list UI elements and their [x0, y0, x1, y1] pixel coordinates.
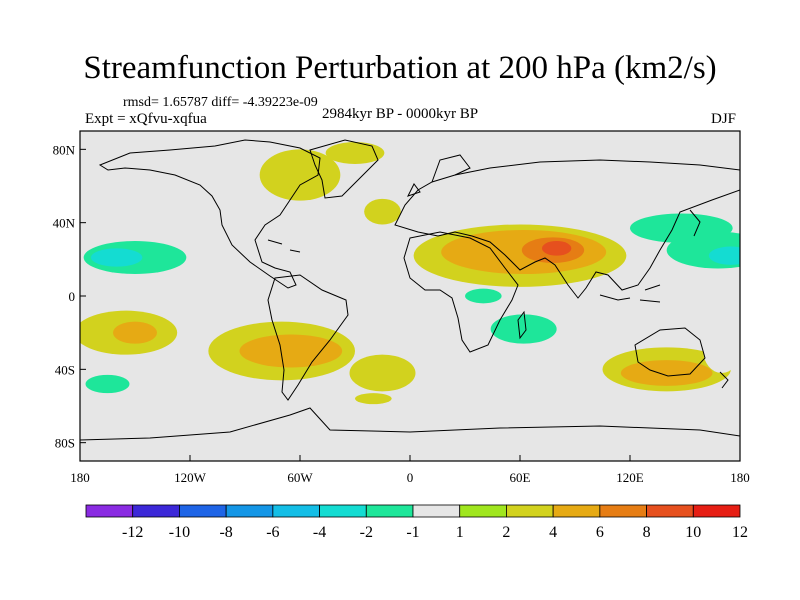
colorbar-label-2: -8	[219, 524, 232, 541]
colorbar-label-4: -4	[313, 524, 326, 541]
colorbar-label-11: 8	[643, 524, 651, 541]
chart-title: Streamfunction Perturbation at 200 hPa (…	[83, 50, 717, 86]
contour-caribbean-low	[221, 237, 288, 282]
y-tick-label-3: 40S	[55, 362, 75, 377]
colorbar-swatch-8	[459, 504, 507, 518]
contour-south-atlantic-ridge-low	[219, 391, 271, 414]
colorbar-label-6: -1	[406, 524, 419, 541]
contour-east-pacific-low	[703, 329, 740, 373]
axis-ticks: 180 120W 60W 0 60E 120E 180 80N 40N 0 40S 80S	[53, 142, 750, 485]
colorbar-swatch-7	[412, 504, 461, 518]
period-label: 2984kyr BP - 0000kyr BP	[322, 106, 479, 122]
colorbar-swatch-5	[319, 504, 367, 518]
colorbar-label-10: 6	[596, 524, 604, 541]
x-tick-label-3: 0	[407, 470, 414, 485]
contour-south-atlantic-low	[358, 314, 389, 337]
colorbar-swatch-4	[272, 504, 320, 518]
contour-south-atlantic-ridge	[349, 354, 416, 392]
colorbar-label-3: -6	[266, 524, 279, 541]
colorbar-label-7: 1	[456, 524, 464, 541]
contour-south-asia-high-peak	[542, 241, 572, 256]
contour-south-pacific-low-core	[85, 374, 130, 394]
colorbar: -12 -10 -8 -6 -4 -2 -1 1 2 4 6 8 10 12	[85, 504, 748, 541]
colorbar-swatch-1	[132, 504, 180, 518]
contour-west-pacific-low-core	[708, 246, 740, 265]
colorbar-label-9: 4	[549, 524, 557, 541]
contour-indian-ocean-low-core	[490, 314, 557, 344]
colorbar-swatch-3	[225, 504, 274, 518]
contour-arctic-low-east	[696, 136, 740, 155]
x-tick-label-5: 120E	[616, 470, 644, 485]
colorbar-label-0: -12	[122, 524, 143, 541]
africa-coast	[403, 231, 519, 353]
contour-south-america-high-core	[239, 334, 343, 368]
indonesia-coast	[599, 284, 661, 303]
japan-coast	[689, 209, 701, 237]
caribbean-coast	[267, 239, 301, 253]
y-tick-label-2: 0	[69, 289, 76, 304]
experiment-label: Expt = xQfvu-xqfua	[85, 111, 207, 127]
x-tick-label-6: 180	[730, 470, 750, 485]
map-background	[80, 131, 740, 461]
colorbar-label-1: -10	[169, 524, 190, 541]
new-zealand-coast	[719, 371, 729, 389]
y-tick-label-1: 40N	[53, 216, 76, 231]
contour-north-atlantic-high	[364, 198, 401, 225]
australia-coast	[634, 327, 706, 377]
contour-arctic-low	[80, 136, 135, 155]
contour-south-pacific-high-core	[113, 321, 157, 344]
contour-southern-ocean-high	[355, 393, 392, 405]
contour-north-pacific-low-inner	[91, 248, 143, 267]
colorbar-swatch-9	[506, 504, 554, 518]
colorbar-swatch-13	[692, 504, 741, 518]
contour-australia-high-core	[620, 360, 713, 386]
south-america-coast	[267, 274, 349, 401]
x-tick-label-1: 120W	[174, 470, 207, 485]
colorbar-label-5: -2	[360, 524, 373, 541]
eurasia-coast	[394, 159, 740, 299]
colorbar-swatch-6	[365, 504, 414, 518]
x-tick-label-4: 60E	[510, 470, 531, 485]
colorbar-label-12: 10	[685, 524, 701, 541]
contour-west-atlantic-high-tail	[325, 142, 385, 164]
colorbar-swatch-0	[85, 504, 134, 518]
stats-text: rmsd= 1.65787 diff= -4.39223e-09	[123, 95, 318, 110]
colorbar-swatch-10	[552, 504, 601, 518]
colorbar-swatch-12	[646, 504, 694, 518]
coastlines	[80, 139, 740, 441]
contour-west-atlantic-high	[259, 149, 341, 201]
colorbar-swatch-2	[179, 504, 227, 518]
x-tick-label-0: 180	[70, 470, 90, 485]
x-tick-label-2: 60W	[287, 470, 313, 485]
greenland-coast	[309, 139, 379, 199]
antarctica-coast	[80, 407, 740, 441]
colorbar-label-8: 2	[502, 524, 510, 541]
contour-north-of-australia-low	[613, 299, 665, 337]
season-label: DJF	[711, 111, 737, 127]
contour-indian-ocean-low-inner	[465, 288, 502, 304]
north-america-coast	[98, 139, 321, 289]
y-tick-label-0: 80N	[53, 142, 76, 157]
madagascar-coast	[517, 310, 527, 340]
northern-europe-coast	[407, 154, 471, 197]
contour-cells	[80, 136, 740, 414]
colorbar-swatch-11	[599, 504, 647, 518]
y-tick-label-4: 80S	[55, 436, 75, 451]
colorbar-label-13: 12	[732, 524, 748, 541]
